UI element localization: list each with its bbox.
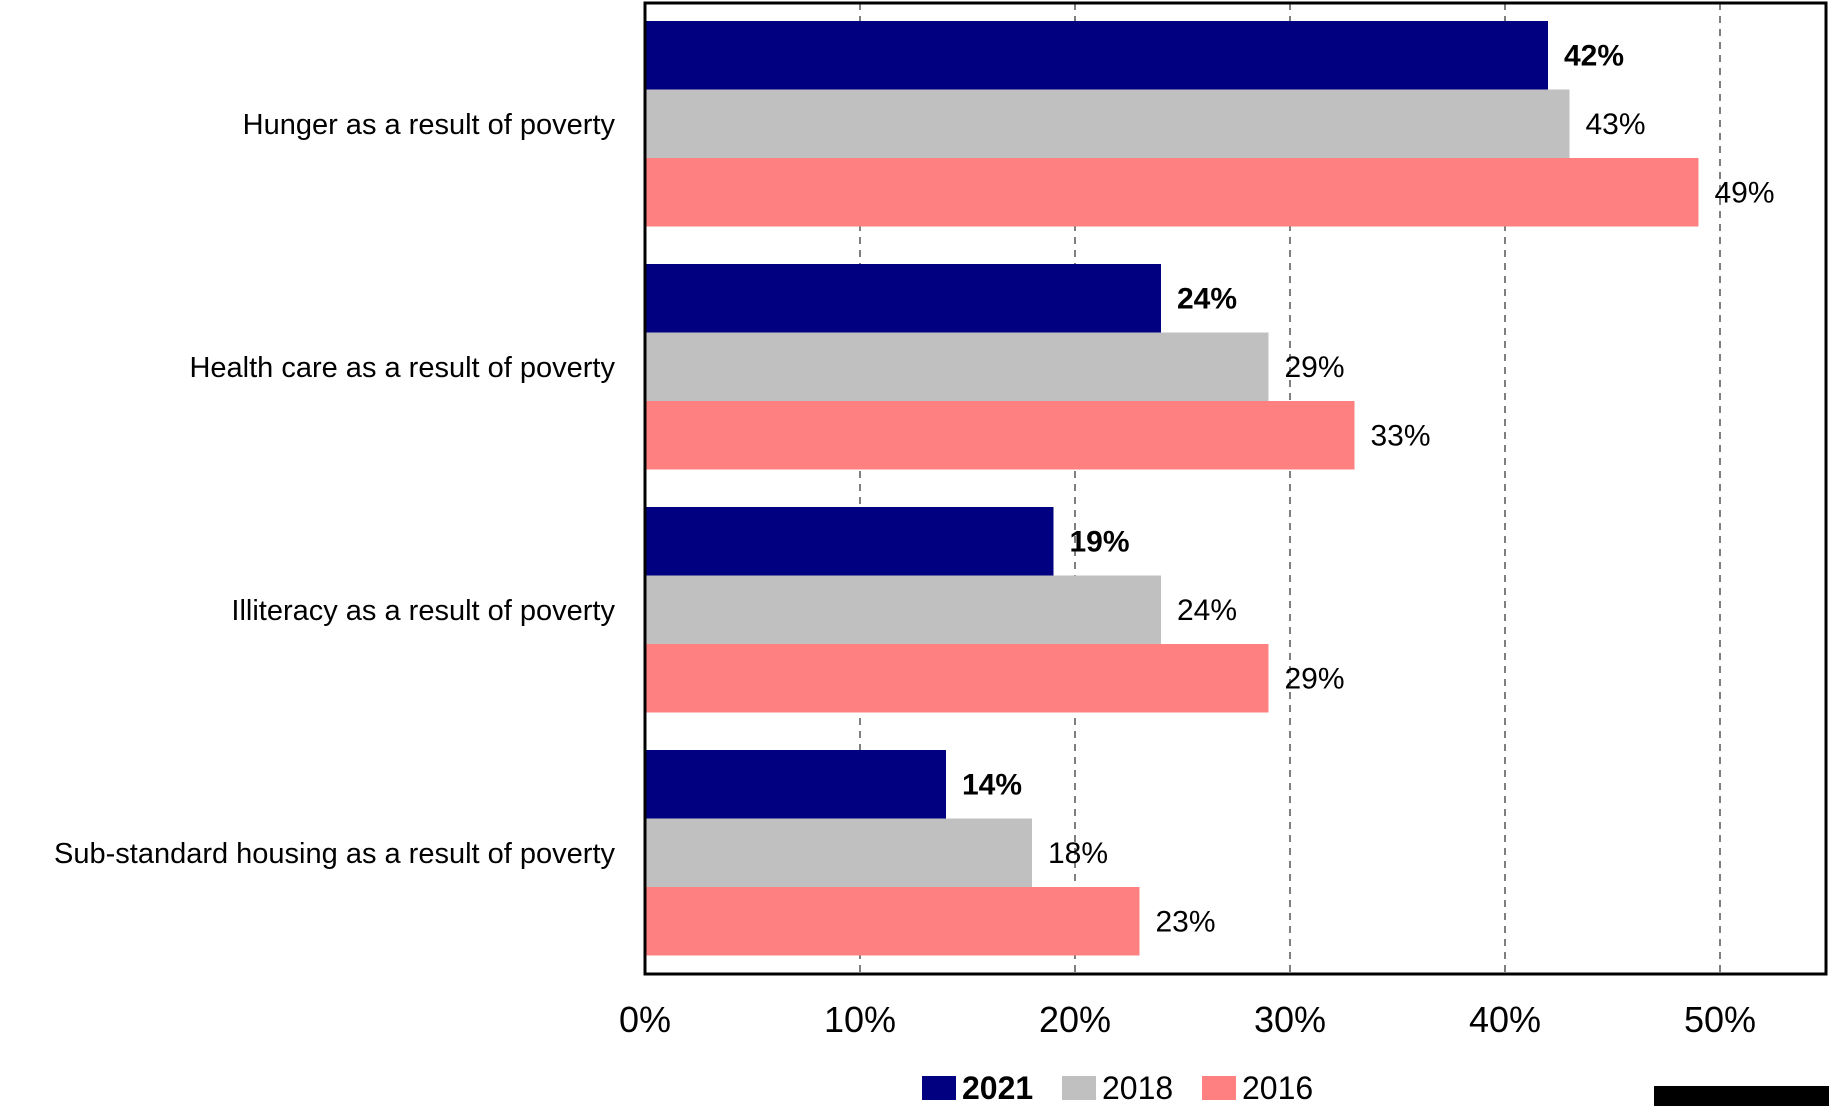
bar-2016-health-care-as-a-result-of-poverty: [645, 401, 1355, 470]
legend-label-2021: 2021: [962, 1070, 1033, 1106]
x-tick-label-20: 20%: [1039, 999, 1111, 1040]
value-label-2018-hunger-as-a-result-of-poverty: 43%: [1586, 108, 1646, 141]
x-tick-label-50: 50%: [1684, 999, 1756, 1040]
value-label-2021-health-care-as-a-result-of-poverty: 24%: [1177, 282, 1237, 315]
x-tick-label-10: 10%: [824, 999, 896, 1040]
legend-label-2016: 2016: [1242, 1070, 1313, 1106]
corner-overlay: [1654, 1086, 1829, 1106]
category-label-hunger-as-a-result-of-poverty: Hunger as a result of poverty: [243, 109, 616, 141]
bar-2021-illiteracy-as-a-result-of-poverty: [645, 507, 1054, 576]
x-axis-ticks: 0% 10% 20% 30% 40% 50%: [619, 999, 1756, 1040]
value-label-2016-health-care-as-a-result-of-poverty: 33%: [1371, 419, 1431, 452]
value-label-2018-sub-standard-housing-as-a-result-of-poverty: 18%: [1048, 837, 1108, 870]
value-label-2016-illiteracy-as-a-result-of-poverty: 29%: [1285, 662, 1345, 695]
bar-2016-illiteracy-as-a-result-of-poverty: [645, 644, 1269, 713]
category-labels: Hunger as a result of poverty Health care…: [54, 109, 615, 870]
legend-label-2018: 2018: [1102, 1070, 1173, 1106]
legend: 2021 2018 2016: [922, 1070, 1829, 1106]
bar-2021-health-care-as-a-result-of-poverty: [645, 264, 1161, 333]
x-tick-label-0: 0%: [619, 999, 671, 1040]
value-label-2018-illiteracy-as-a-result-of-poverty: 24%: [1177, 594, 1237, 627]
bar-2018-sub-standard-housing-as-a-result-of-poverty: [645, 818, 1032, 887]
category-label-health-care-as-a-result-of-poverty: Health care as a result of poverty: [189, 352, 615, 384]
value-label-2016-hunger-as-a-result-of-poverty: 49%: [1715, 176, 1775, 209]
value-label-2016-sub-standard-housing-as-a-result-of-poverty: 23%: [1156, 905, 1216, 938]
value-label-2021-sub-standard-housing-as-a-result-of-poverty: 14%: [962, 768, 1022, 801]
value-label-2021-hunger-as-a-result-of-poverty: 42%: [1564, 39, 1624, 72]
plot-frame: [643, 1, 1828, 976]
value-labels: 42% 43% 49% 24% 29% 33% 19% 24% 29% 14% 18% 23%: [962, 39, 1775, 938]
legend-swatch-2018: [1062, 1076, 1096, 1100]
legend-swatch-2021: [922, 1076, 956, 1100]
category-label-sub-standard-housing-as-a-result-of-poverty: Sub-standard housing as a result of pove…: [54, 838, 615, 870]
x-tick-label-30: 30%: [1254, 999, 1326, 1040]
value-label-2021-illiteracy-as-a-result-of-poverty: 19%: [1070, 525, 1130, 558]
bar-2016-hunger-as-a-result-of-poverty: [645, 158, 1699, 227]
bar-2021-sub-standard-housing-as-a-result-of-poverty: [645, 750, 946, 819]
bar-2018-health-care-as-a-result-of-poverty: [645, 332, 1269, 401]
legend-swatch-2016: [1202, 1076, 1236, 1100]
bar-2018-illiteracy-as-a-result-of-poverty: [645, 575, 1161, 644]
value-label-2018-health-care-as-a-result-of-poverty: 29%: [1285, 351, 1345, 384]
bar-2018-hunger-as-a-result-of-poverty: [645, 89, 1570, 158]
bars: [645, 21, 1699, 956]
x-tick-label-40: 40%: [1469, 999, 1541, 1040]
bar-2016-sub-standard-housing-as-a-result-of-poverty: [645, 887, 1140, 956]
bar-2021-hunger-as-a-result-of-poverty: [645, 21, 1548, 90]
category-label-illiteracy-as-a-result-of-poverty: Illiteracy as a result of poverty: [231, 595, 615, 627]
